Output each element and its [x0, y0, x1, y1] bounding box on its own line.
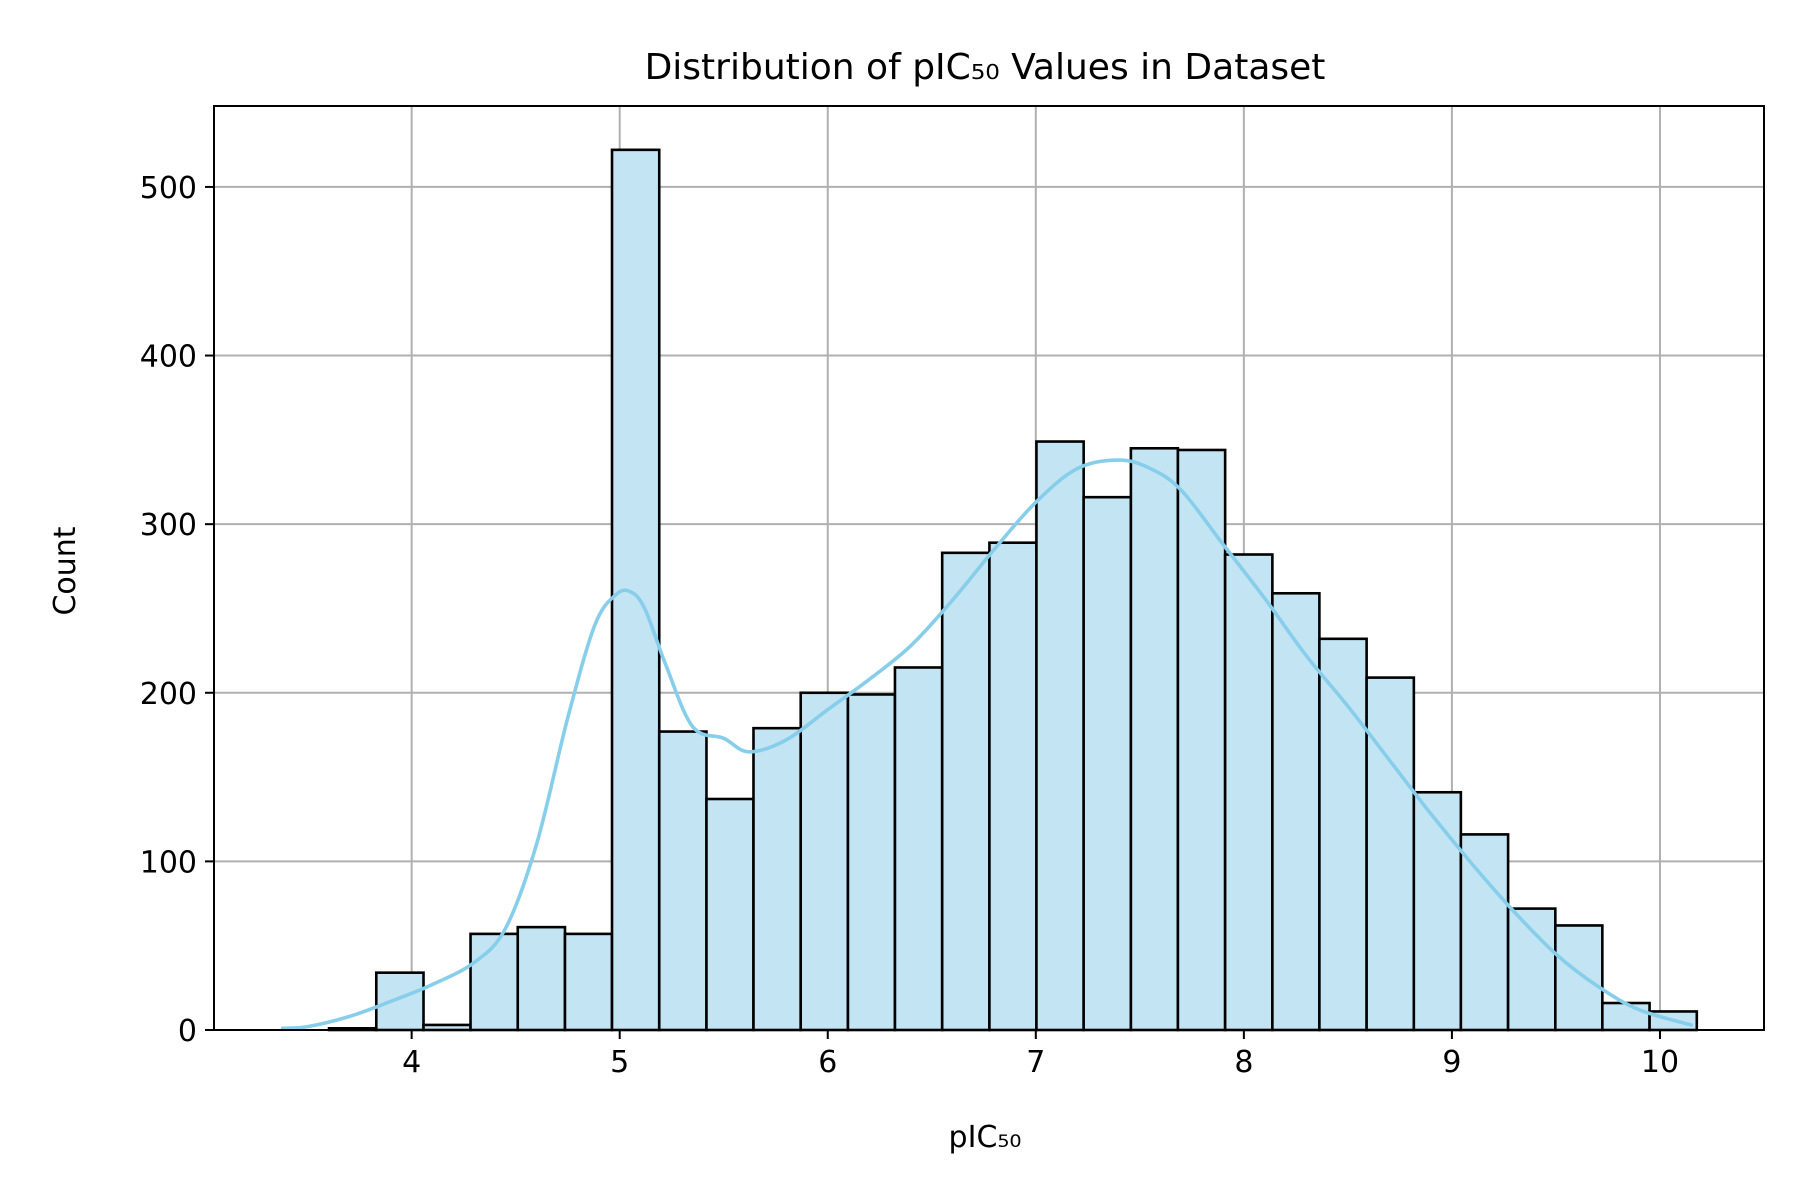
histogram-bar — [988, 541, 1038, 1032]
x-tick-label: 7 — [1026, 1045, 1045, 1080]
histogram-bar — [610, 148, 661, 1032]
histogram-bar — [1129, 446, 1180, 1032]
histogram-bar — [1554, 924, 1604, 1032]
x-tick-label: 8 — [1234, 1045, 1253, 1080]
x-tick-label: 4 — [402, 1045, 421, 1080]
kde-curve — [280, 458, 1693, 1031]
kde-curve-group — [280, 458, 1693, 1031]
x-tick-label: 9 — [1442, 1045, 1461, 1080]
histogram-bar — [1412, 790, 1463, 1032]
x-tick-label: 10 — [1641, 1045, 1679, 1080]
histogram-bars — [327, 148, 1699, 1032]
histogram-bar — [1601, 1001, 1651, 1032]
chart-title: Distribution of pIC₅₀ Values in Dataset — [645, 47, 1326, 88]
y-tick-label: 0 — [178, 1014, 197, 1049]
histogram-bar — [1271, 591, 1321, 1032]
y-axis-title: Count — [48, 526, 83, 615]
x-tick-label: 5 — [610, 1045, 629, 1080]
y-tick-label: 400 — [140, 340, 197, 375]
histogram-bar — [1035, 440, 1085, 1032]
histogram-bar — [799, 691, 850, 1032]
histogram-bar — [893, 666, 944, 1032]
histogram-bar — [1223, 553, 1274, 1032]
histogram-bar — [1459, 833, 1510, 1032]
histogram-bar — [469, 932, 520, 1032]
y-tick-label: 300 — [140, 508, 197, 543]
histogram-bar — [705, 797, 755, 1032]
histogram-bar — [1506, 907, 1557, 1032]
histogram-bar — [563, 932, 614, 1032]
plot-frame — [213, 105, 1765, 1031]
x-axis-title: pIC₅₀ — [949, 1120, 1022, 1155]
y-tick-label: 500 — [140, 171, 197, 206]
histogram-bar — [1318, 637, 1368, 1032]
histogram-bar — [1176, 448, 1227, 1032]
histogram-bar — [516, 925, 567, 1032]
histogram-bar — [752, 726, 803, 1032]
y-tick-label: 100 — [140, 845, 197, 880]
y-tick-label: 200 — [140, 677, 197, 712]
histogram-bar — [374, 971, 425, 1032]
histogram-bar — [1082, 495, 1133, 1032]
histogram-bar — [1365, 676, 1416, 1032]
x-tick-label: 6 — [818, 1045, 837, 1080]
histogram-bar — [657, 730, 708, 1032]
histogram-bar — [846, 693, 897, 1032]
histogram-bar — [940, 551, 991, 1032]
